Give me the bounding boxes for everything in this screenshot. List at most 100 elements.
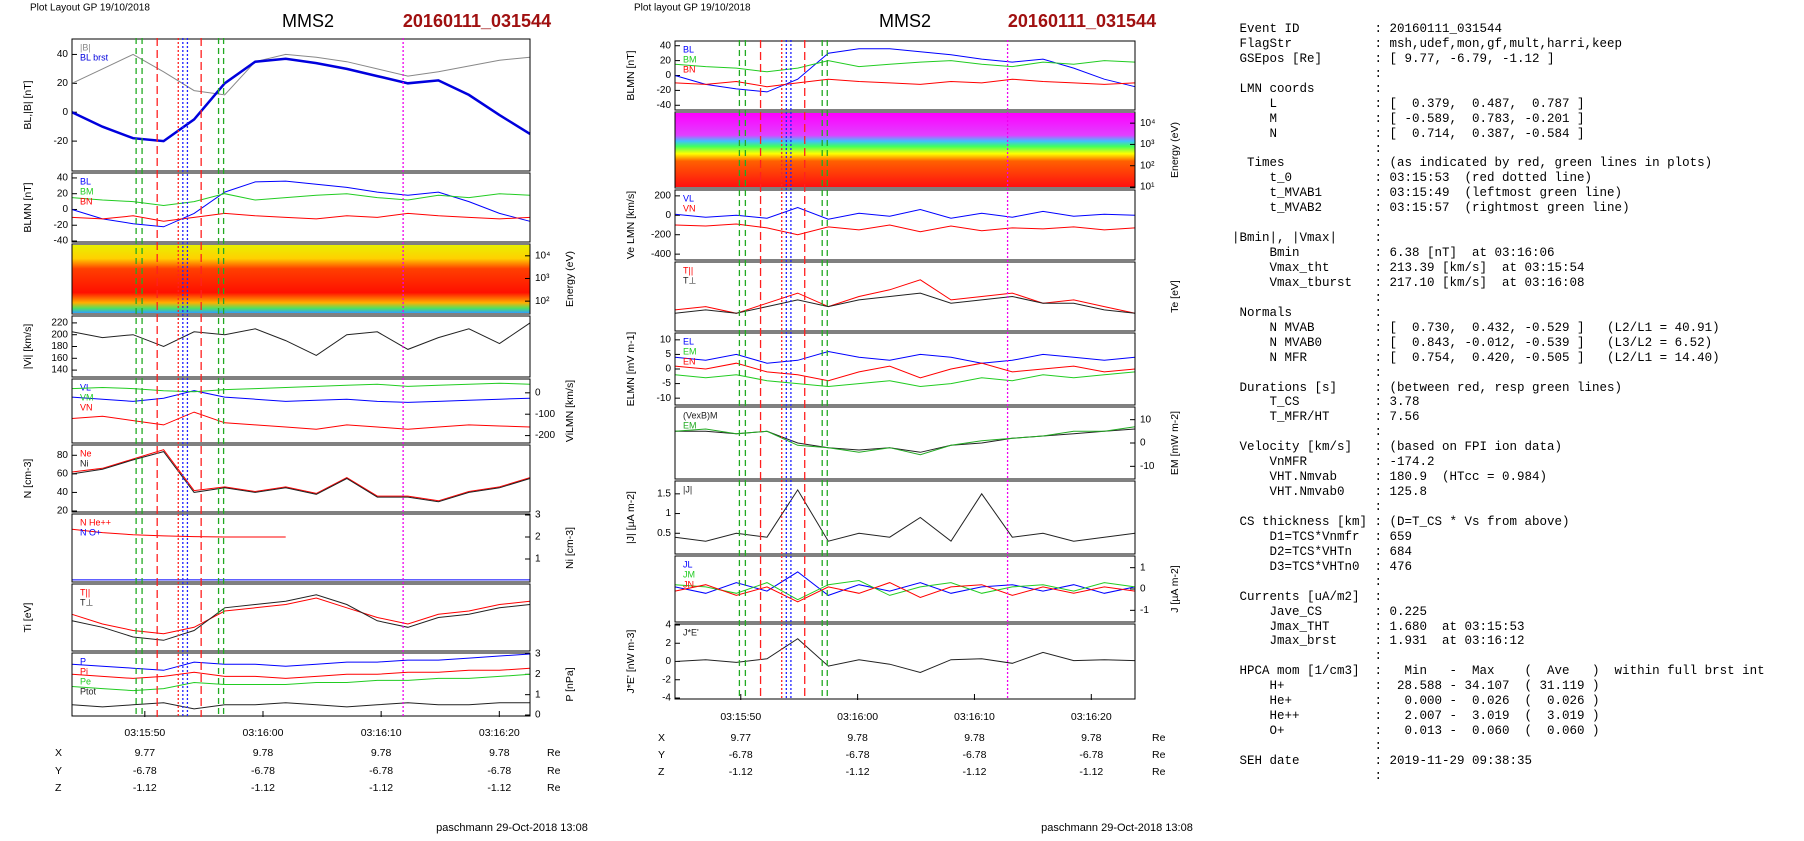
position-value: -1.12: [487, 782, 511, 794]
y-tick-label: 1: [665, 508, 671, 519]
summary-line: Durations [s] : (between red, resp green…: [1232, 380, 1623, 395]
y-tick-label: 10³: [535, 273, 550, 284]
legend-entry: EM: [683, 420, 697, 430]
summary-line: :: [1232, 739, 1383, 753]
y-tick-label: 40: [57, 487, 69, 498]
y-tick-label: 140: [51, 365, 68, 376]
summary-line: |Bmin|, |Vmax| :: [1232, 231, 1383, 246]
summary-line: T_CS : 3.78: [1232, 395, 1420, 410]
series-line: [674, 279, 1136, 314]
position-value: -6.78: [133, 765, 157, 777]
y-tick-label: -2: [662, 674, 671, 685]
summary-line: :: [1232, 216, 1383, 231]
position-value: 9.77: [731, 732, 752, 744]
series-line: [71, 212, 531, 222]
summary-line: t_0 : 03:15:53 (red dotted line): [1232, 171, 1593, 186]
plot-header: Plot Layout GP 19/10/2018: [30, 3, 150, 14]
position-value: -1.12: [962, 766, 986, 778]
position-value: -6.78: [251, 765, 275, 777]
position-value: -6.78: [487, 765, 511, 777]
legend-entry: Ne: [80, 448, 92, 458]
position-value: 9.78: [489, 747, 510, 759]
y-tick-label: -20: [54, 220, 69, 231]
y-tick-label: 200: [654, 190, 671, 201]
y-tick-label: 0.5: [657, 528, 671, 539]
series-line: [71, 594, 531, 641]
position-label: X: [658, 732, 665, 744]
series-line: [674, 371, 1136, 388]
series-line: [71, 653, 531, 671]
summary-line: Vmax_tburst : 217.10 [km/s] at 03:16:08: [1232, 275, 1585, 290]
y-tick-label: 0: [62, 107, 68, 118]
panel-frame: [71, 243, 531, 315]
summary-line: :: [1232, 290, 1383, 305]
summary-line: HPCA mom [1/cm3] : Min - Max ( Ave ) wit…: [1232, 664, 1765, 679]
summary-line: D1=TCS*Vnmfr : 659: [1232, 529, 1413, 544]
x-tick-label: 03:16:10: [954, 711, 995, 723]
y-tick-label: 10¹: [1140, 182, 1155, 193]
y-tick-label: 5: [665, 349, 671, 360]
panel-frame: [674, 480, 1136, 555]
panel-frame: [674, 623, 1136, 700]
position-value: -6.78: [846, 749, 870, 761]
y-tick-label: 1: [535, 689, 541, 700]
y-tick-label: -10: [657, 393, 672, 404]
summary-line: Jmax_brst : 1.931 at 03:16:12: [1232, 634, 1525, 649]
panel-frame: [71, 172, 531, 243]
panel-frame: [674, 261, 1136, 332]
series-line: [674, 60, 1136, 73]
y-axis-label: ELMN [mV m-1]: [625, 332, 637, 407]
y-tick-label: 20: [57, 506, 69, 517]
summary-line: Jmax_THT : 1.680 at 03:15:53: [1232, 619, 1525, 634]
y-tick-label: 180: [51, 341, 68, 352]
series-line: [674, 488, 1136, 542]
y-axis-label: |J| [µA m-2]: [625, 491, 637, 544]
legend-entry: |B|: [80, 42, 91, 52]
summary-line: VHT.Nmvab : 180.9 (HTcc = 0.984): [1232, 470, 1548, 485]
legend-entry: BN: [80, 196, 93, 206]
summary-line: Times : (as indicated by red, green line…: [1232, 156, 1713, 171]
y-tick-label: 20: [57, 78, 69, 89]
position-unit: Re: [547, 765, 561, 777]
summary-line: :: [1232, 768, 1383, 783]
summary-line: GSEpos [Re] : [ 9.77, -6.79, -1.12 ]: [1232, 51, 1555, 66]
series-line: [71, 528, 286, 538]
summary-line: CS thickness [km] : (D=T_CS * Vs from ab…: [1232, 514, 1570, 529]
y-tick-label: 10⁴: [1140, 118, 1155, 129]
legend-entry: BL: [80, 176, 91, 186]
summary-line: VnMFR : -174.2: [1232, 455, 1435, 470]
summary-line: N MVAB : [ 0.730, 0.432, -0.529 ] (L2/L1…: [1232, 320, 1720, 335]
summary-line: :: [1232, 66, 1383, 81]
y-tick-label: 10: [660, 334, 672, 345]
position-value: 9.78: [371, 747, 392, 759]
position-value: -1.12: [251, 782, 275, 794]
series-line: [71, 180, 531, 228]
y-axis-label: N [cm-3]: [22, 459, 34, 499]
summary-line: VHT.Nmvab0 : 125.8: [1232, 485, 1428, 500]
series-line: [674, 48, 1136, 93]
legend-entry: VN: [80, 402, 93, 412]
legend-entry: Pe: [80, 676, 91, 686]
position-unit: Re: [547, 782, 561, 794]
series-line: [71, 382, 531, 393]
summary-line: Vmax_tht : 213.39 [km/s] at 03:15:54: [1232, 261, 1585, 275]
y-tick-label: 10: [1140, 414, 1152, 425]
position-value: -1.12: [1079, 766, 1103, 778]
panel-frame: [674, 332, 1136, 406]
y-tick-label: 0: [665, 70, 671, 81]
summary-line: O+ : 0.013 - 0.060 ( 0.060 ): [1232, 724, 1600, 739]
legend-entry: BL brst: [80, 52, 109, 62]
y-tick-label: 4: [665, 620, 671, 631]
summary-line: He+ : 0.000 - 0.026 ( 0.026 ): [1232, 694, 1600, 709]
y-tick-label: 0: [1140, 584, 1146, 595]
y-tick-label: 1: [1140, 562, 1146, 573]
y-tick-label: 0: [665, 656, 671, 667]
legend-entry: EM: [683, 346, 697, 356]
summary-line: t_MVAB1 : 03:15:49 (leftmost green line): [1232, 186, 1623, 201]
summary-line: N MFR : [ 0.754, 0.420, -0.505 ] (L2/L1 …: [1232, 350, 1720, 365]
legend-entry: BL: [683, 44, 694, 54]
series-line: [71, 411, 531, 430]
y-axis-label: BLMN [nT]: [22, 182, 34, 232]
legend-entry: Pi: [80, 666, 88, 676]
summary-line: :: [1232, 649, 1383, 664]
